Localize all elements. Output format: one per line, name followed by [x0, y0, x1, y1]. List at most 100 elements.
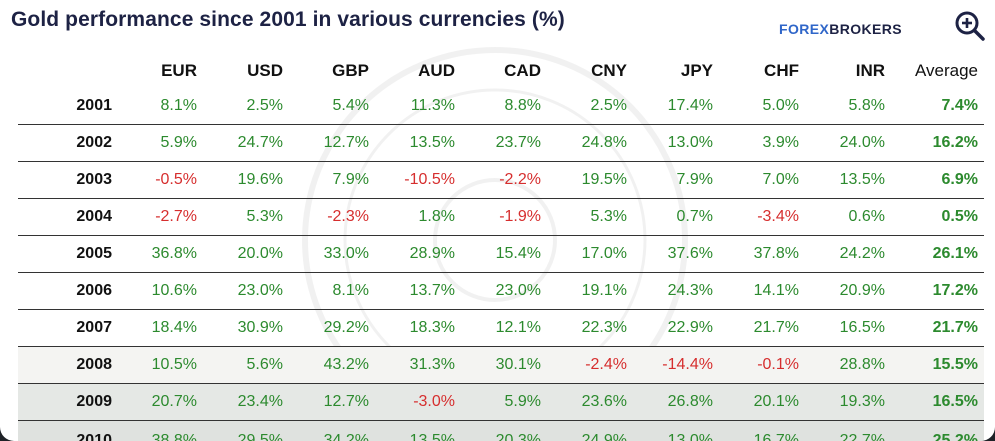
value-cell: -14.4% — [662, 356, 713, 373]
value-cell: 23.0% — [495, 282, 541, 299]
value-cell: 19.5% — [581, 171, 627, 188]
row-year-label: 2005 — [76, 245, 112, 262]
value-cell: 24.9% — [581, 432, 627, 441]
column-header-eur: EUR — [161, 60, 197, 80]
value-cell: -2.4% — [585, 356, 627, 373]
value-cell: 23.7% — [495, 134, 541, 151]
value-cell: 2.5% — [590, 97, 627, 114]
value-cell: 0.7% — [676, 208, 713, 225]
value-cell: -1.9% — [499, 208, 541, 225]
average-cell: 0.5% — [941, 208, 978, 225]
value-cell: 1.8% — [418, 208, 455, 225]
column-header-cny: CNY — [591, 60, 627, 80]
value-cell: 20.9% — [839, 282, 885, 299]
value-cell: 23.6% — [581, 393, 627, 410]
value-cell: 8.8% — [504, 97, 541, 114]
row-year-label: 2010 — [76, 432, 112, 441]
value-cell: 26.8% — [667, 393, 713, 410]
gold-performance-table: EUR USD GBP AUD CAD CNY JPY CHF INR Average 2001 8.… — [18, 53, 984, 441]
value-cell: 16.5% — [839, 319, 885, 336]
value-cell: 34.2% — [323, 432, 369, 441]
table-row: 2003 -0.5% 19.6% 7.9% -10.5% -2.2% 19.5% 7.9% 7.… — [18, 162, 984, 199]
table-row: 2007 18.4% 30.9% 29.2% 18.3% 12.1% 22.3% 22.9% 2… — [18, 310, 984, 347]
row-year-label: 2004 — [76, 208, 112, 225]
value-cell: 43.2% — [323, 356, 369, 373]
value-cell: 18.4% — [151, 319, 197, 336]
value-cell: 7.9% — [332, 171, 369, 188]
value-cell: 18.3% — [409, 319, 455, 336]
value-cell: 7.0% — [762, 171, 799, 188]
value-cell: 37.8% — [753, 245, 799, 262]
table-row: 2002 5.9% 24.7% 12.7% 13.5% 23.7% 24.8% 13.0% 3.… — [18, 125, 984, 162]
row-year-label: 2008 — [76, 356, 112, 373]
average-cell: 21.7% — [932, 319, 978, 336]
value-cell: 5.4% — [332, 97, 369, 114]
page-title: Gold performance since 2001 in various c… — [11, 8, 565, 31]
value-cell: 21.7% — [753, 319, 799, 336]
table-row: 2001 8.1% 2.5% 5.4% 11.3% 8.8% 2.5% 17.4% 5.0% 5.… — [18, 88, 984, 125]
value-cell: -0.1% — [757, 356, 799, 373]
value-cell: 36.8% — [151, 245, 197, 262]
value-cell: 13.0% — [667, 432, 713, 441]
table-row: 2009 20.7% 23.4% 12.7% -3.0% 5.9% 23.6% 26.8% 20… — [18, 384, 984, 421]
row-year-label: 2009 — [76, 393, 112, 410]
value-cell: 8.1% — [160, 97, 197, 114]
value-cell: 11.3% — [410, 97, 455, 114]
value-cell: 24.8% — [581, 134, 627, 151]
value-cell: 12.1% — [495, 319, 541, 336]
column-header-inr: INR — [855, 60, 885, 80]
value-cell: 5.0% — [762, 97, 799, 114]
value-cell: 8.1% — [332, 282, 369, 299]
value-cell: 10.6% — [151, 282, 197, 299]
table-row: 2008 10.5% 5.6% 43.2% 31.3% 30.1% -2.4% -14.4% -… — [18, 347, 984, 384]
value-cell: 37.6% — [667, 245, 713, 262]
value-cell: -2.3% — [327, 208, 369, 225]
value-cell: 5.9% — [160, 134, 197, 151]
value-cell: 17.0% — [581, 245, 627, 262]
value-cell: 14.1% — [753, 282, 799, 299]
value-cell: 13.5% — [409, 432, 455, 441]
value-cell: 33.0% — [323, 245, 369, 262]
value-cell: 12.7% — [323, 134, 369, 151]
average-cell: 26.1% — [932, 245, 978, 262]
average-cell: 17.2% — [932, 282, 978, 299]
value-cell: 12.7% — [323, 393, 369, 410]
value-cell: 24.0% — [839, 134, 885, 151]
zoom-in-icon — [955, 11, 985, 41]
value-cell: 13.7% — [409, 282, 455, 299]
row-year-label: 2007 — [76, 319, 112, 336]
average-cell: 7.4% — [941, 97, 978, 114]
value-cell: 10.5% — [151, 356, 197, 373]
brand-logo: FOREXBROKERS — [779, 21, 902, 37]
value-cell: 19.3% — [839, 393, 885, 410]
value-cell: 20.3% — [495, 432, 541, 441]
value-cell: 29.5% — [237, 432, 283, 441]
value-cell: 23.0% — [237, 282, 283, 299]
value-cell: 24.2% — [839, 245, 885, 262]
value-cell: 13.5% — [839, 171, 885, 188]
value-cell: 17.4% — [667, 97, 713, 114]
value-cell: -3.0% — [413, 393, 455, 410]
zoom-in-button[interactable] — [951, 7, 989, 45]
column-header-cad: CAD — [504, 60, 541, 80]
row-year-label: 2002 — [76, 134, 112, 151]
value-cell: 5.8% — [848, 97, 885, 114]
column-header-aud: AUD — [418, 60, 455, 80]
value-cell: 20.7% — [151, 393, 197, 410]
average-cell: 25.2% — [932, 432, 978, 441]
value-cell: 29.2% — [323, 319, 369, 336]
table-row: 2010 38.8% 29.5% 34.2% 13.5% 20.3% 24.9% 13.0% 1… — [18, 421, 984, 441]
column-header-average: Average — [914, 60, 978, 80]
value-cell: 13.0% — [667, 134, 713, 151]
value-cell: 19.1% — [581, 282, 627, 299]
value-cell: 22.7% — [839, 432, 885, 441]
average-cell: 15.5% — [932, 356, 978, 373]
average-cell: 16.5% — [932, 393, 978, 410]
value-cell: -2.7% — [155, 208, 197, 225]
value-cell: 23.4% — [237, 393, 283, 410]
value-cell: -2.2% — [499, 171, 541, 188]
value-cell: 28.8% — [839, 356, 885, 373]
column-header-jpy: JPY — [680, 60, 713, 80]
value-cell: 30.1% — [495, 356, 541, 373]
